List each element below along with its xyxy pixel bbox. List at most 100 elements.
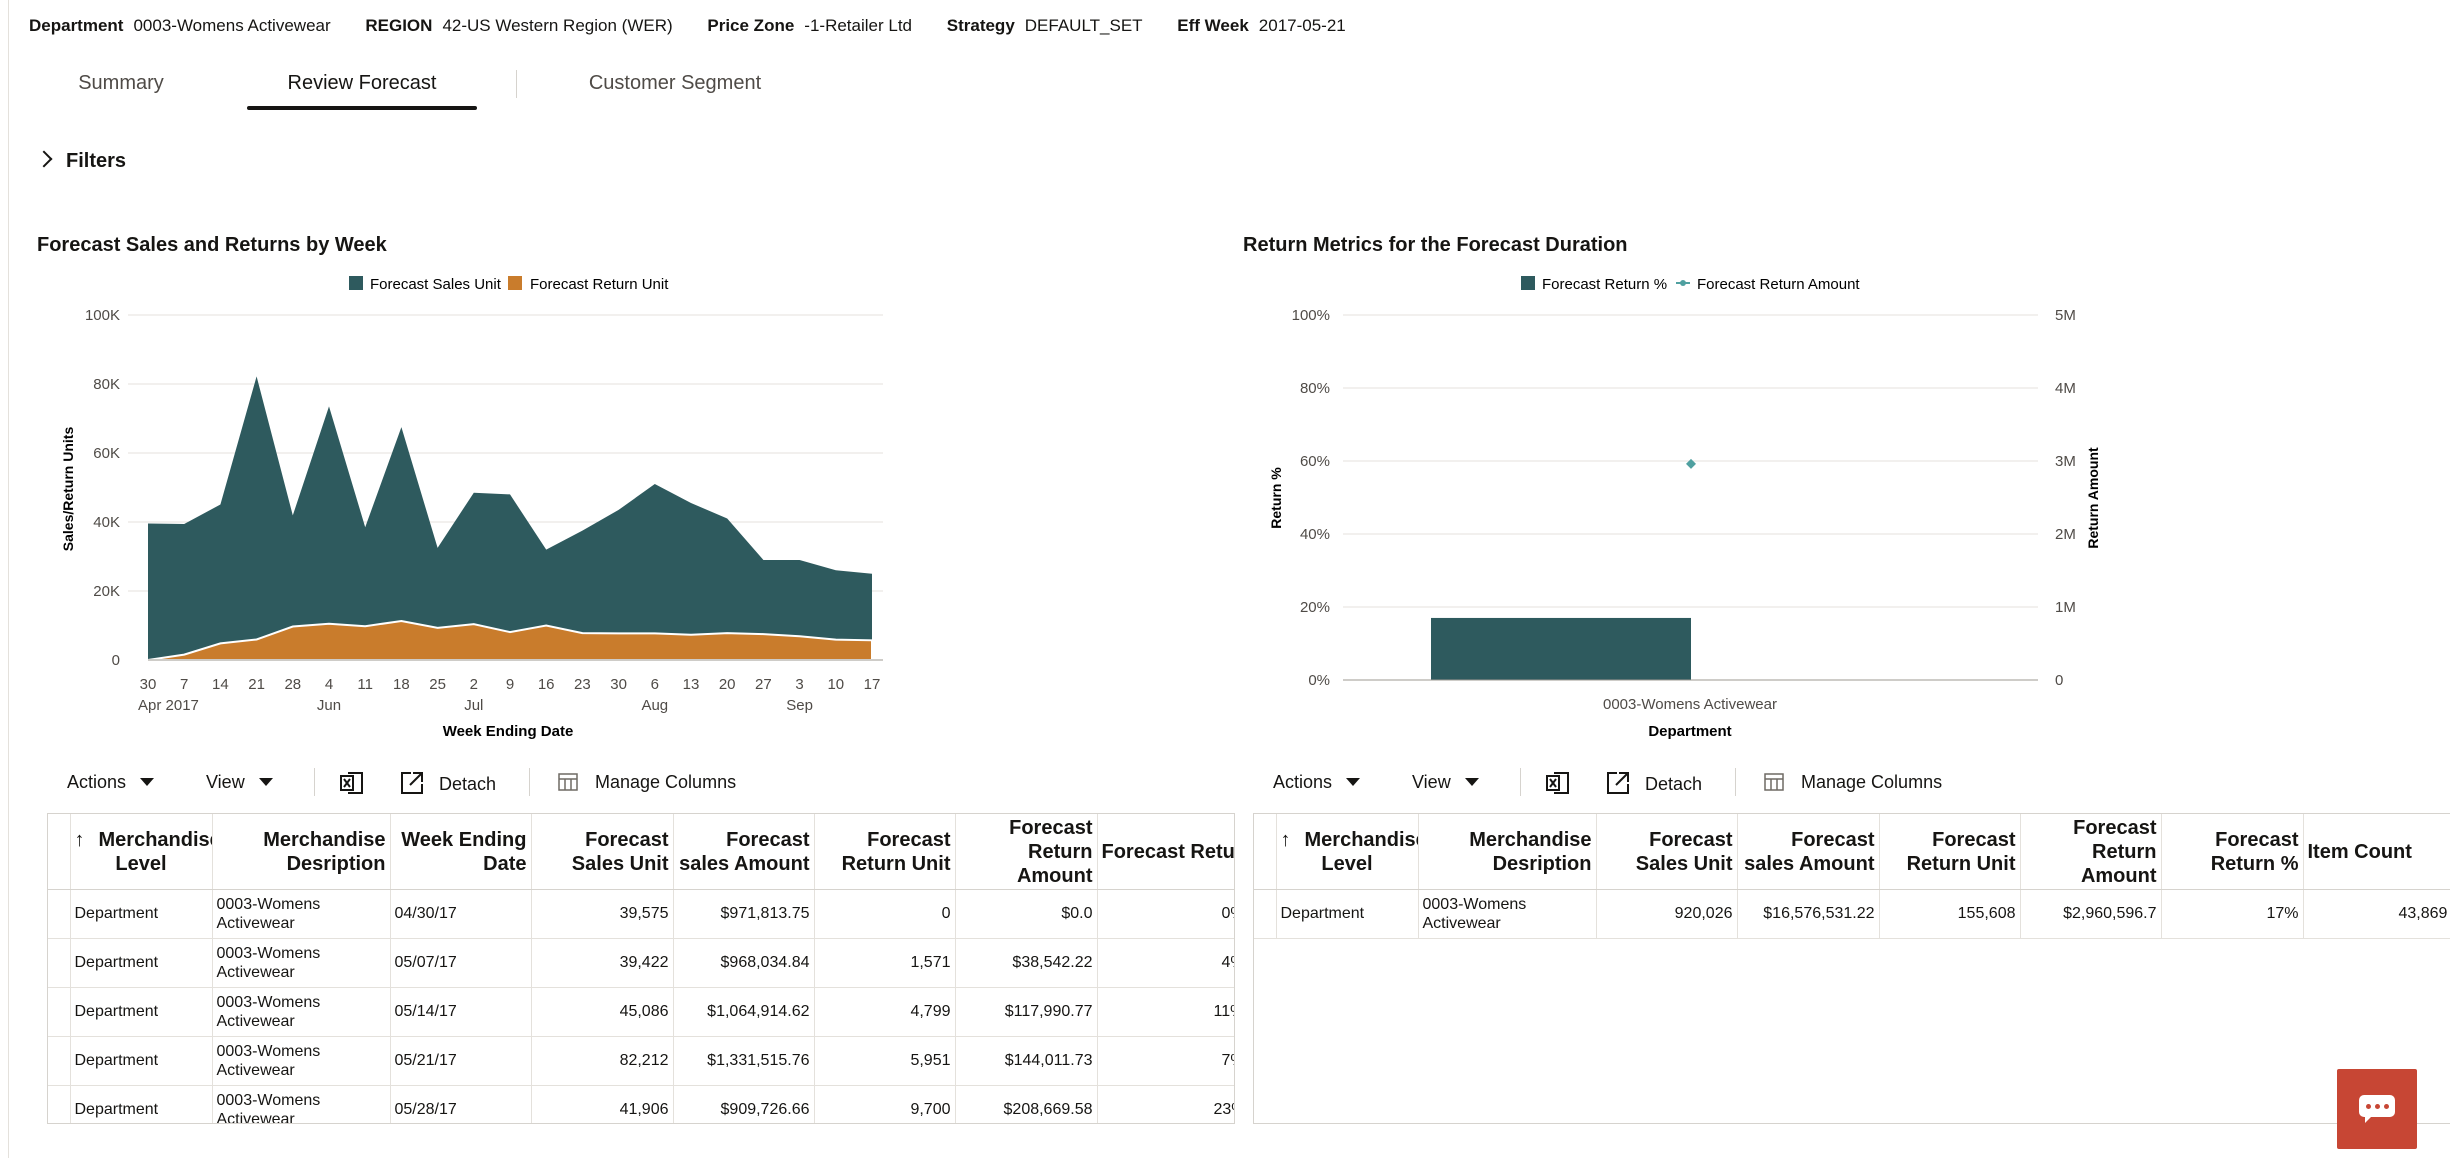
column-header-label: Forecast Return %: [2210, 828, 2299, 875]
y2-axis-title: Return Amount: [2085, 447, 2101, 549]
column-header-forecast-sales-unit[interactable]: Forecast Sales Unit: [531, 814, 674, 890]
forecast-sales-returns-chart: Forecast Sales Unit Forecast Return Unit…: [60, 276, 883, 740]
x-tick-month-label: Jul: [464, 697, 483, 714]
cell-forecast-return-unit: 155,608: [1879, 889, 2021, 939]
filters-label: Filters: [66, 150, 127, 172]
cell-forecast-return-amount: $0.0: [955, 889, 1098, 939]
cell-forecast-sales-unit: 39,422: [531, 938, 674, 988]
table-row[interactable]: Department 0003-Womens Activewear 05/14/…: [48, 987, 1234, 1037]
context-value: 42-US Western Region (WER): [442, 16, 673, 35]
view-menu[interactable]: View: [1412, 764, 1479, 800]
tab-summary[interactable]: Summary: [30, 62, 212, 110]
tab-active-indicator: [247, 106, 477, 110]
column-header-label: Forecast Return Unit: [1906, 828, 2016, 875]
column-header-forecast-return-amount[interactable]: Forecast Return Amount: [955, 814, 1098, 890]
table-row[interactable]: Department 0003-Womens Activewear 05/07/…: [48, 938, 1234, 988]
tab-review-forecast[interactable]: Review Forecast: [247, 62, 477, 110]
column-header-forecast-return-pct[interactable]: Forecast Return %: [2161, 814, 2304, 890]
column-header-label: Forecast Return Amount: [2073, 816, 2157, 887]
toolbar-divider: [529, 768, 530, 796]
x-tick-label: 7: [180, 676, 188, 693]
x-tick-label: 25: [429, 676, 446, 693]
column-header-merchandise-description[interactable]: Merchandise Desription: [212, 814, 391, 890]
y-tick-label: 60%: [1300, 453, 1330, 470]
column-header-label: Merchandise Level: [1304, 828, 1418, 875]
actions-menu[interactable]: Actions: [1273, 764, 1361, 800]
view-menu[interactable]: View: [206, 764, 273, 800]
cell-week-ending-date: 05/14/17: [390, 987, 532, 1037]
y-tick-label: 20%: [1300, 599, 1330, 616]
table-row[interactable]: Department 0003-Womens Activewear 05/28/…: [48, 1085, 1234, 1123]
sort-ascending-icon: ↑: [74, 828, 85, 851]
x-tick-label: 28: [284, 676, 301, 693]
cell-forecast-sales-amount: $971,813.75: [673, 889, 815, 939]
y-axis-ticks: 0 20K 40K 60K 80K 100K: [85, 307, 120, 669]
cell-merchandise-description: 0003-Womens Activewear: [212, 987, 391, 1037]
column-header-label: Forecast Return Amount: [1009, 816, 1093, 887]
cell-forecast-sales-amount: $909,726.66: [673, 1085, 815, 1123]
column-header-merchandise-description[interactable]: Merchandise Desription: [1418, 814, 1597, 890]
cell-forecast-sales-amount: $1,331,515.76: [673, 1036, 815, 1086]
cell-forecast-return-amount: $144,011.73: [955, 1036, 1098, 1086]
legend-label-return-amount[interactable]: Forecast Return Amount: [1697, 276, 1860, 293]
context-value: DEFAULT_SET: [1024, 16, 1143, 35]
filters-toggle[interactable]: Filters: [35, 150, 127, 173]
legend-label-sales[interactable]: Forecast Sales Unit: [370, 276, 502, 293]
cell-week-ending-date: 04/30/17: [390, 889, 532, 939]
view-label: View: [206, 772, 245, 792]
cell-forecast-return-pct: 7%: [1097, 1036, 1234, 1086]
cell-forecast-return-pct: 11%: [1097, 987, 1234, 1037]
x-tick-label: 6: [651, 676, 659, 693]
cell-forecast-return-unit: 1,571: [814, 938, 956, 988]
chat-button[interactable]: [2337, 1069, 2417, 1149]
column-header-label: Item Count: [2307, 840, 2412, 863]
cell-forecast-return-unit: 0: [814, 889, 956, 939]
column-header-week-ending-date[interactable]: Week Ending Date: [390, 814, 532, 890]
table-row[interactable]: Department 0003-Womens Activewear 04/30/…: [48, 889, 1234, 939]
column-header-item-count[interactable]: Item Count: [2303, 814, 2450, 890]
column-header-forecast-return-unit[interactable]: Forecast Return Unit: [1879, 814, 2021, 890]
table-row[interactable]: Department 0003-Womens Activewear 920,02…: [1254, 889, 2450, 939]
x-tick-month-label: Apr 2017: [138, 697, 199, 714]
left-grid-toolbar: Actions View Detach Manage Columns: [37, 764, 797, 800]
manage-columns-button[interactable]: Manage Columns: [1763, 764, 1942, 800]
column-header-label: Merchandise Desription: [1469, 828, 1592, 875]
y2-tick-label: 1M: [2055, 599, 2076, 616]
cell-merchandise-description: 0003-Womens Activewear: [212, 1036, 391, 1086]
column-header-forecast-sales-unit[interactable]: Forecast Sales Unit: [1596, 814, 1738, 890]
column-header-forecast-return-unit[interactable]: Forecast Return Unit: [814, 814, 956, 890]
column-header-forecast-sales-amount[interactable]: Forecast sales Amount: [1737, 814, 1880, 890]
cell-merchandise-level: Department: [1276, 889, 1419, 939]
detach-button[interactable]: Detach: [1605, 764, 1702, 800]
column-header-forecast-return-pct[interactable]: Forecast Return %: [1097, 814, 1234, 890]
y-axis-ticks: 0% 20% 40% 60% 80% 100%: [1292, 307, 1330, 689]
sales-area[interactable]: [148, 376, 872, 660]
detach-button[interactable]: Detach: [399, 764, 496, 800]
y-tick-label: 80%: [1300, 380, 1330, 397]
y-tick-label: 80K: [93, 376, 120, 393]
legend-label-return-pct[interactable]: Forecast Return %: [1542, 276, 1667, 293]
cell-week-ending-date: 05/21/17: [390, 1036, 532, 1086]
return-amount-point[interactable]: [1686, 458, 1696, 469]
detach-icon: [1607, 772, 1629, 794]
legend-label-returns[interactable]: Forecast Return Unit: [530, 276, 669, 293]
cell-forecast-return-pct: 17%: [2161, 889, 2304, 939]
y-tick-label: 0: [112, 652, 120, 669]
column-header-forecast-sales-amount[interactable]: Forecast sales Amount: [673, 814, 815, 890]
actions-menu[interactable]: Actions: [67, 764, 155, 800]
manage-columns-button[interactable]: Manage Columns: [557, 764, 736, 800]
tab-customer-segment[interactable]: Customer Segment: [540, 62, 810, 110]
column-header-merchandise-level[interactable]: ↑ Merchandise Level: [1276, 814, 1419, 890]
cell-merchandise-level: Department: [70, 889, 213, 939]
export-excel-button[interactable]: [1545, 764, 1571, 800]
legend-marker-return-amount: [1680, 280, 1686, 286]
column-header-merchandise-level[interactable]: ↑ Merchandise Level: [70, 814, 213, 890]
context-label: Eff Week: [1177, 16, 1249, 35]
context-label: Strategy: [946, 16, 1015, 35]
export-excel-button[interactable]: [339, 764, 365, 800]
return-pct-bar[interactable]: [1431, 617, 1691, 680]
cell-forecast-sales-amount: $968,034.84: [673, 938, 815, 988]
column-header-forecast-return-amount[interactable]: Forecast Return Amount: [2020, 814, 2162, 890]
table-row[interactable]: Department 0003-Womens Activewear 05/21/…: [48, 1036, 1234, 1086]
returns-area[interactable]: [147, 619, 873, 661]
